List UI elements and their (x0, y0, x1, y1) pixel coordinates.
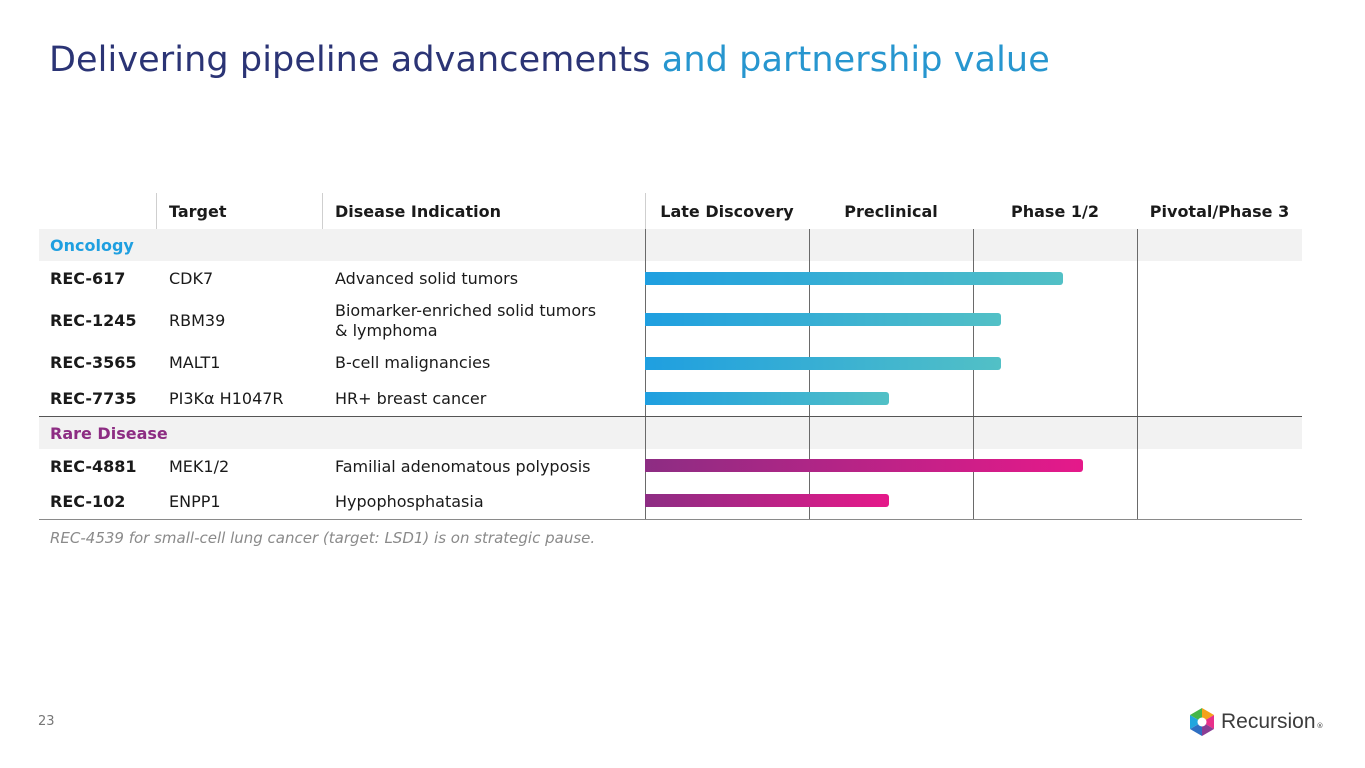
phase-divider (973, 229, 974, 519)
header-preclinical: Preclinical (844, 201, 938, 221)
program-name: REC-7735 (50, 388, 137, 408)
footnote: REC-4539 for small-cell lung cancer (tar… (50, 529, 596, 547)
program-target: ENPP1 (169, 491, 221, 511)
program-indication: B-cell malignancies (335, 353, 491, 372)
header-target: Target (169, 201, 227, 221)
page-title: Delivering pipeline advancements and par… (49, 40, 1050, 80)
program-target: MALT1 (169, 353, 221, 372)
program-target: CDK7 (169, 269, 214, 288)
registered-mark: ® (1316, 722, 1324, 730)
header-divider (322, 193, 323, 229)
program-target: MEK1/2 (169, 456, 230, 476)
progress-bar-rec-7735 (645, 392, 889, 405)
pipeline-table: Target Disease Indication Late Discovery… (39, 193, 1302, 520)
header-divider (156, 193, 157, 229)
program-name: REC-4881 (50, 456, 137, 476)
section-divider (39, 416, 1302, 417)
table-bottom-rule (39, 519, 1302, 520)
group-label-rare-disease: Rare Disease (50, 423, 168, 443)
progress-bar-rec-102 (645, 494, 889, 507)
program-indication-line-2: & lymphoma (335, 321, 438, 340)
header-pivotal-phase-3: Pivotal/Phase 3 (1149, 201, 1290, 221)
rare-disease-band (39, 417, 1302, 449)
header-divider (645, 193, 646, 229)
oncology-band (39, 229, 1302, 261)
header-disease-indication: Disease Indication (335, 201, 501, 221)
program-target: RBM39 (169, 311, 226, 330)
program-target: PI3Kα H1047R (169, 388, 284, 408)
progress-bar-rec-1245 (645, 313, 1001, 326)
phase-divider (1137, 229, 1138, 519)
program-indication: Hypophosphatasia (335, 491, 484, 511)
title-part-1: Delivering pipeline advancements (49, 40, 651, 80)
program-name: REC-102 (50, 491, 126, 511)
program-name: REC-1245 (50, 311, 137, 330)
program-indication: Familial adenomatous polyposis (335, 456, 591, 476)
program-indication: Advanced solid tumors (335, 269, 519, 288)
title-part-2: and partnership value (661, 40, 1050, 80)
header-late-discovery: Late Discovery (660, 201, 794, 221)
program-indication-line-1: Biomarker-enriched solid tumors (335, 301, 597, 320)
program-name: REC-617 (50, 269, 126, 288)
program-name: REC-3565 (50, 353, 137, 372)
logo-text: Recursion (1221, 710, 1316, 733)
progress-bar-rec-617 (645, 272, 1063, 285)
phase-divider (809, 229, 810, 519)
recursion-hexagon-icon (1190, 708, 1214, 736)
phase-divider (645, 229, 646, 519)
progress-bar-rec-3565 (645, 357, 1001, 370)
recursion-logo: Recursion ® (1188, 706, 1324, 738)
program-indication: HR+ breast cancer (335, 388, 487, 408)
header-phase-1-2: Phase 1/2 (1011, 201, 1099, 221)
page-number: 23 (38, 714, 55, 729)
group-label-oncology: Oncology (50, 235, 134, 255)
progress-bar-rec-4881 (645, 459, 1083, 472)
program-indication: Biomarker-enriched solid tumors & lympho… (335, 297, 596, 345)
